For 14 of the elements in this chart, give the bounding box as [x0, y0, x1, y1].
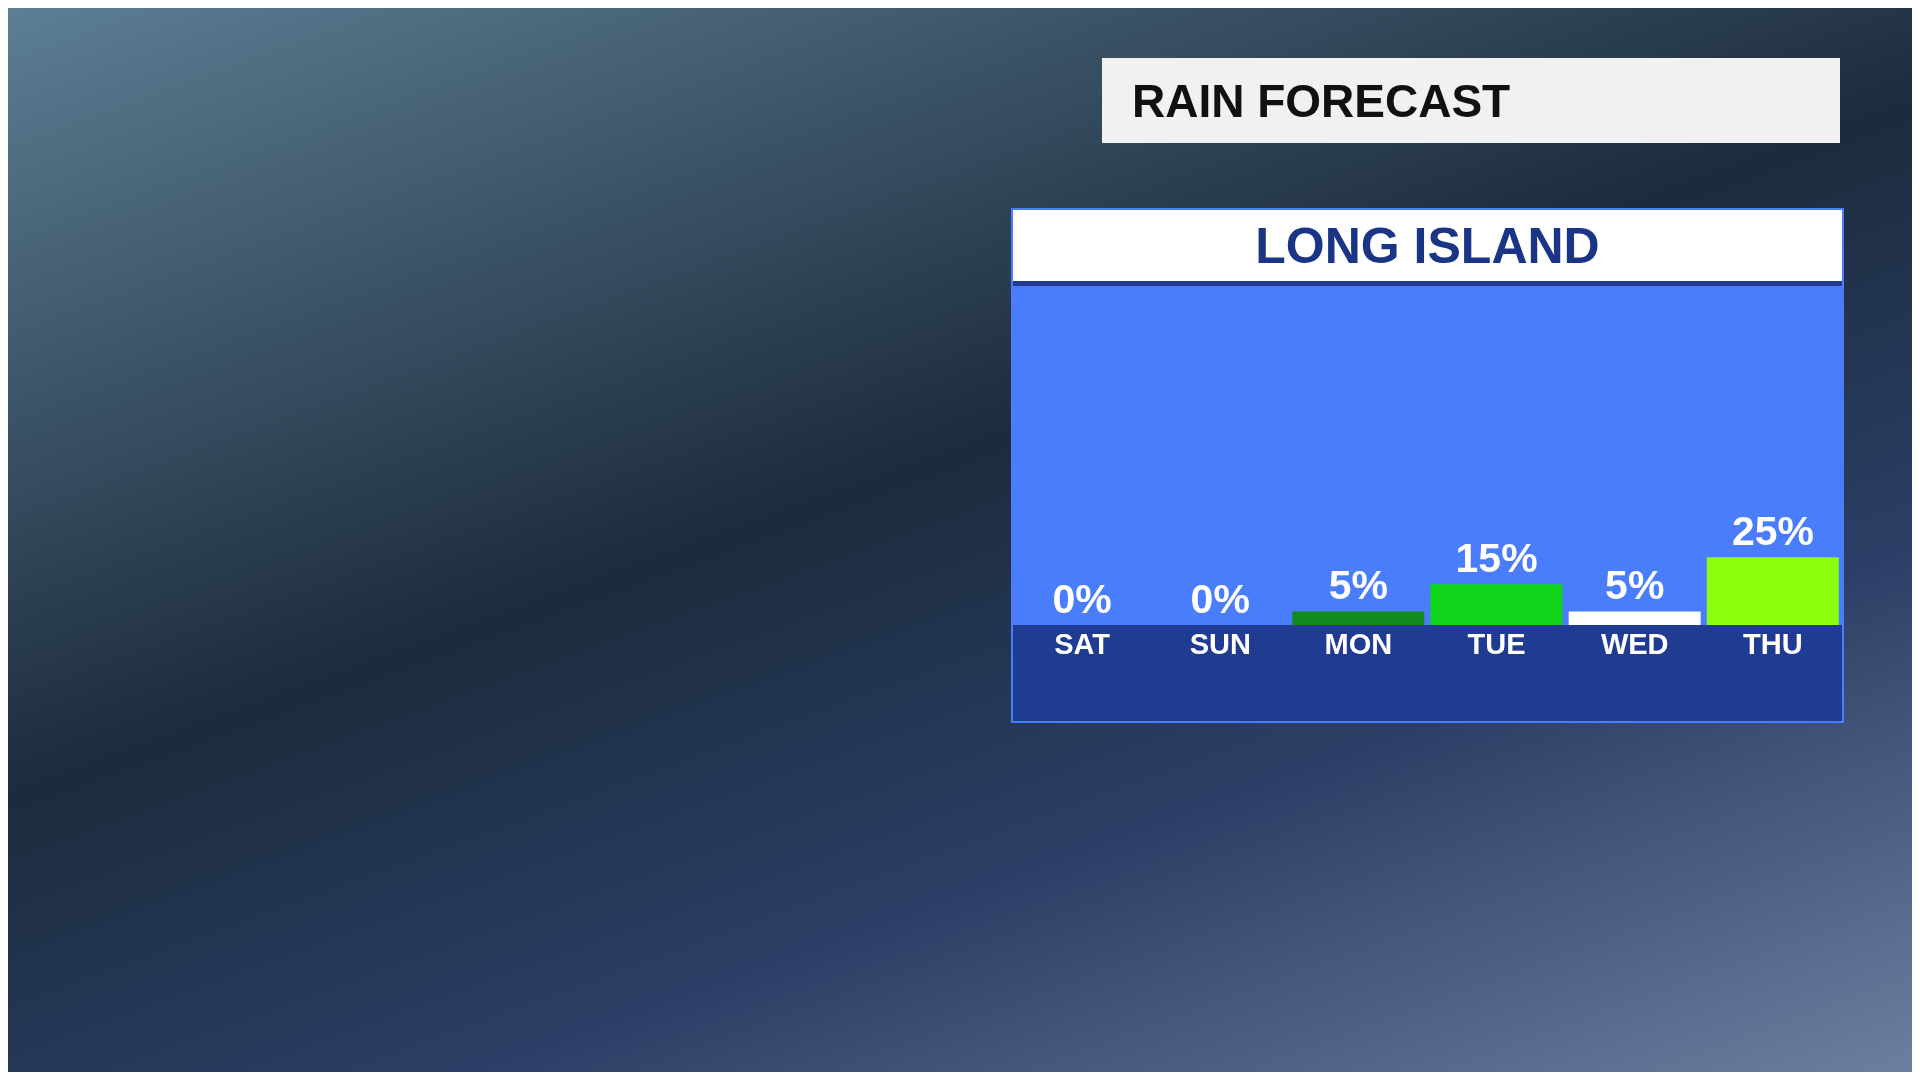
- data-label: 5%: [1605, 562, 1665, 609]
- data-label: 15%: [1455, 535, 1538, 582]
- data-label: 0%: [1190, 576, 1250, 622]
- data-label: 0%: [1052, 576, 1112, 622]
- data-label: 25%: [1731, 508, 1814, 555]
- x-tick-label: WED: [1600, 627, 1669, 660]
- x-tick-label: SAT: [1054, 627, 1111, 660]
- chart-subtitle: LONG ISLAND: [1013, 210, 1842, 286]
- x-tick-label: TUE: [1467, 627, 1526, 660]
- x-tick-label: MON: [1324, 627, 1393, 660]
- data-label: 5%: [1328, 562, 1389, 609]
- x-tick-label: THU: [1743, 627, 1803, 660]
- chart-title: RAIN FORECAST: [1102, 58, 1840, 143]
- x-tick-label: SUN: [1189, 627, 1251, 660]
